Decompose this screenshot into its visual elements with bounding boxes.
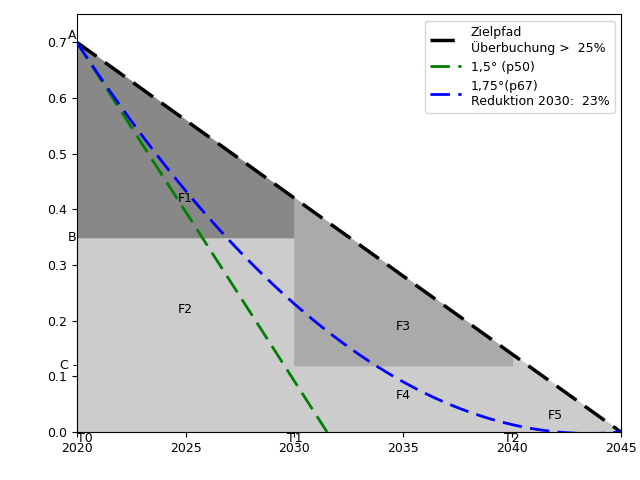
Text: F4: F4 <box>396 389 411 402</box>
Text: T0: T0 <box>77 432 93 445</box>
Text: F3: F3 <box>396 320 411 333</box>
Text: F5: F5 <box>548 409 563 422</box>
Legend: Zielpfad
Überbuchung >  25%, 1,5° (p50), 1,75°(p67)
Reduktion 2030:  23%: Zielpfad Überbuchung > 25%, 1,5° (p50), … <box>424 21 614 113</box>
Text: T1: T1 <box>287 432 302 445</box>
1,75°(p67)
Reduktion 2030:  23%: (2.04e+03, 0.00515): 23%: (2.04e+03, 0.00515) <box>531 426 539 432</box>
1,75°(p67)
Reduktion 2030:  23%: (2.03e+03, 0.0944): 23%: (2.03e+03, 0.0944) <box>395 376 403 382</box>
Text: F2: F2 <box>178 303 193 316</box>
1,75°(p67)
Reduktion 2030:  23%: (2.04e+03, 9.09e-13): 23%: (2.04e+03, 9.09e-13) <box>617 429 625 435</box>
Text: A: A <box>68 29 77 42</box>
1,75°(p67)
Reduktion 2030:  23%: (2.02e+03, 0.7): 23%: (2.02e+03, 0.7) <box>73 39 81 45</box>
Text: B: B <box>68 230 77 244</box>
1,75°(p67)
Reduktion 2030:  23%: (2.02e+03, 0.695): 23%: (2.02e+03, 0.695) <box>75 42 83 48</box>
Text: T2: T2 <box>504 432 520 445</box>
Text: F1: F1 <box>178 192 193 204</box>
1,75°(p67)
Reduktion 2030:  23%: (2.04e+03, 0.0836): 23%: (2.04e+03, 0.0836) <box>406 383 413 388</box>
Line: 1,75°(p67)
Reduktion 2030:  23%: 1,75°(p67) Reduktion 2030: 23% <box>77 42 621 433</box>
1,75°(p67)
Reduktion 2030:  23%: (2.04e+03, -0.00164): 23%: (2.04e+03, -0.00164) <box>566 430 573 436</box>
1,75°(p67)
Reduktion 2030:  23%: (2.03e+03, 0.0926): 23%: (2.03e+03, 0.0926) <box>397 378 404 384</box>
Text: C -: C - <box>60 359 77 372</box>
1,75°(p67)
Reduktion 2030:  23%: (2.04e+03, -0.00265): 23%: (2.04e+03, -0.00265) <box>586 431 594 436</box>
